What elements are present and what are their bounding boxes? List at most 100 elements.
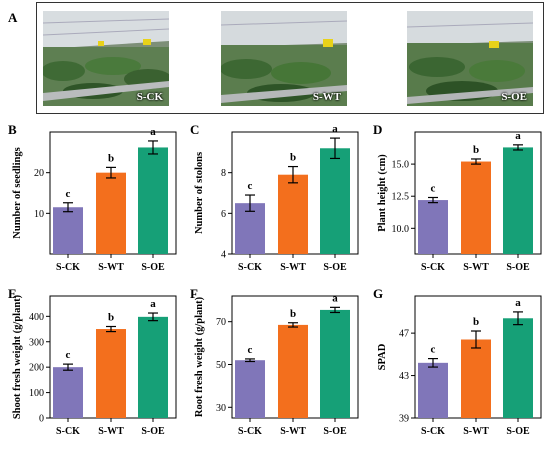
bar-s-ck: [418, 362, 448, 418]
panel-letter-a: A: [8, 10, 18, 25]
y-tick-label: 0: [39, 414, 44, 425]
photo-label: S-CK: [136, 91, 163, 103]
photo-panel: S-CK S-WT S-OE: [36, 2, 544, 114]
panel-letter: C: [190, 122, 199, 137]
significance-letter: b: [290, 308, 296, 320]
significance-letter: a: [515, 297, 521, 309]
y-tick-label: 47: [399, 329, 409, 340]
bar-s-ck: [53, 367, 83, 418]
x-tick-label: S-CK: [56, 262, 80, 273]
bar-s-wt: [278, 174, 308, 254]
y-axis-label: SPAD: [377, 343, 388, 370]
chart-svg: C 4 6 8 Number of stolons c S-CK b S-WT a S-OE: [190, 122, 359, 273]
bar-s-ck: [418, 200, 448, 254]
x-tick-label: S-OE: [323, 426, 347, 437]
significance-letter: a: [150, 298, 156, 310]
y-tick-label: 300: [29, 337, 44, 348]
x-tick-label: S-WT: [98, 426, 124, 437]
x-tick-label: S-CK: [421, 426, 445, 437]
y-tick-label: 70: [216, 317, 226, 328]
panel-letter: D: [373, 122, 382, 137]
y-tick-label: 200: [29, 363, 44, 374]
chart-svg: B 10 20 Number of seedlings c S-CK b S-WT a S-OE: [8, 122, 177, 273]
y-tick-label: 10.0: [392, 224, 410, 235]
bar-s-wt: [278, 324, 308, 418]
significance-letter: c: [248, 344, 253, 356]
y-axis-label: Plant height (cm): [377, 154, 388, 232]
bar-s-oe: [138, 147, 168, 254]
x-tick-label: S-WT: [463, 426, 489, 437]
greenhouse-photo-s-oe: S-OE: [407, 11, 533, 106]
significance-letter: b: [108, 152, 114, 164]
significance-letter: a: [150, 126, 156, 138]
chart-panel-g: G 39 43 47 SPAD c S-CK b S-WT a S-OE: [365, 282, 547, 449]
significance-letter: b: [290, 152, 296, 164]
panel-letter: E: [8, 286, 17, 301]
significance-letter: a: [332, 123, 338, 135]
bar-s-wt: [461, 339, 491, 418]
x-tick-label: S-CK: [238, 426, 262, 437]
y-tick-label: 20: [34, 168, 44, 179]
bar-s-oe: [503, 147, 533, 254]
y-tick-label: 39: [399, 414, 409, 425]
photo-label: S-OE: [501, 91, 527, 103]
y-tick-label: 100: [29, 388, 44, 399]
significance-letter: c: [66, 349, 71, 361]
chart-panel-f: F 30 50 70 Root fresh weight (g/plant) c S-CK b…: [182, 282, 364, 449]
y-tick-label: 4: [221, 250, 226, 261]
x-tick-label: S-WT: [280, 262, 306, 273]
y-tick-label: 6: [221, 209, 226, 220]
y-tick-label: 30: [216, 403, 226, 414]
x-tick-label: S-CK: [56, 426, 80, 437]
significance-letter: a: [515, 130, 521, 142]
bar-s-oe: [320, 309, 350, 418]
y-tick-label: 8: [221, 168, 226, 179]
x-tick-label: S-CK: [238, 262, 262, 273]
bar-s-oe: [320, 148, 350, 254]
bar-s-oe: [138, 316, 168, 418]
chart-svg: D 10.0 12.5 15.0 Plant height (cm) c S-CK b S-WT…: [373, 122, 542, 273]
greenhouse-photo-s-ck: S-CK: [43, 11, 169, 106]
bar-s-oe: [503, 318, 533, 418]
significance-letter: b: [473, 316, 479, 328]
x-tick-label: S-WT: [463, 262, 489, 273]
significance-letter: c: [431, 182, 436, 194]
significance-letter: b: [108, 312, 114, 324]
panel-letter: B: [8, 122, 17, 137]
y-tick-label: 50: [216, 360, 226, 371]
photo-label: S-WT: [312, 91, 341, 103]
greenhouse-photo-s-wt: S-WT: [221, 11, 347, 106]
chart-panel-e: E 0 100 200 300 400 Shoot fresh weight (g/plan…: [0, 282, 182, 449]
x-tick-label: S-OE: [141, 262, 165, 273]
bar-s-wt: [96, 329, 126, 418]
x-tick-label: S-WT: [98, 262, 124, 273]
x-tick-label: S-WT: [280, 426, 306, 437]
x-tick-label: S-OE: [323, 262, 347, 273]
x-tick-label: S-CK: [421, 262, 445, 273]
chart-svg: G 39 43 47 SPAD c S-CK b S-WT a S-OE: [373, 286, 542, 437]
y-axis-label: Number of seedlings: [12, 147, 23, 238]
y-tick-label: 400: [29, 312, 44, 323]
chart-panel-d: D 10.0 12.5 15.0 Plant height (cm) c S-CK b S-WT…: [365, 118, 547, 285]
chart-panel-b: B 10 20 Number of seedlings c S-CK b S-WT a S-OE: [0, 118, 182, 285]
y-axis-label: Root fresh weight (g/plant): [194, 296, 205, 417]
significance-letter: c: [248, 180, 253, 192]
y-tick-label: 15.0: [392, 160, 410, 171]
y-tick-label: 10: [34, 209, 44, 220]
x-tick-label: S-OE: [506, 262, 530, 273]
y-tick-label: 12.5: [392, 192, 410, 203]
y-tick-label: 43: [399, 371, 409, 382]
x-tick-label: S-OE: [506, 426, 530, 437]
panel-letter: G: [373, 286, 383, 301]
bar-s-ck: [235, 360, 265, 418]
chart-panel-c: C 4 6 8 Number of stolons c S-CK b S-WT a S-OE: [182, 118, 364, 285]
significance-letter: b: [473, 144, 479, 156]
chart-svg: F 30 50 70 Root fresh weight (g/plant) c S-CK b…: [190, 286, 359, 437]
chart-svg: E 0 100 200 300 400 Shoot fresh weight (g/plan…: [8, 286, 177, 437]
panel-letter: F: [190, 286, 198, 301]
significance-letter: a: [332, 292, 338, 304]
bar-s-wt: [96, 172, 126, 254]
x-tick-label: S-OE: [141, 426, 165, 437]
bar-s-wt: [461, 161, 491, 254]
significance-letter: c: [431, 344, 436, 356]
